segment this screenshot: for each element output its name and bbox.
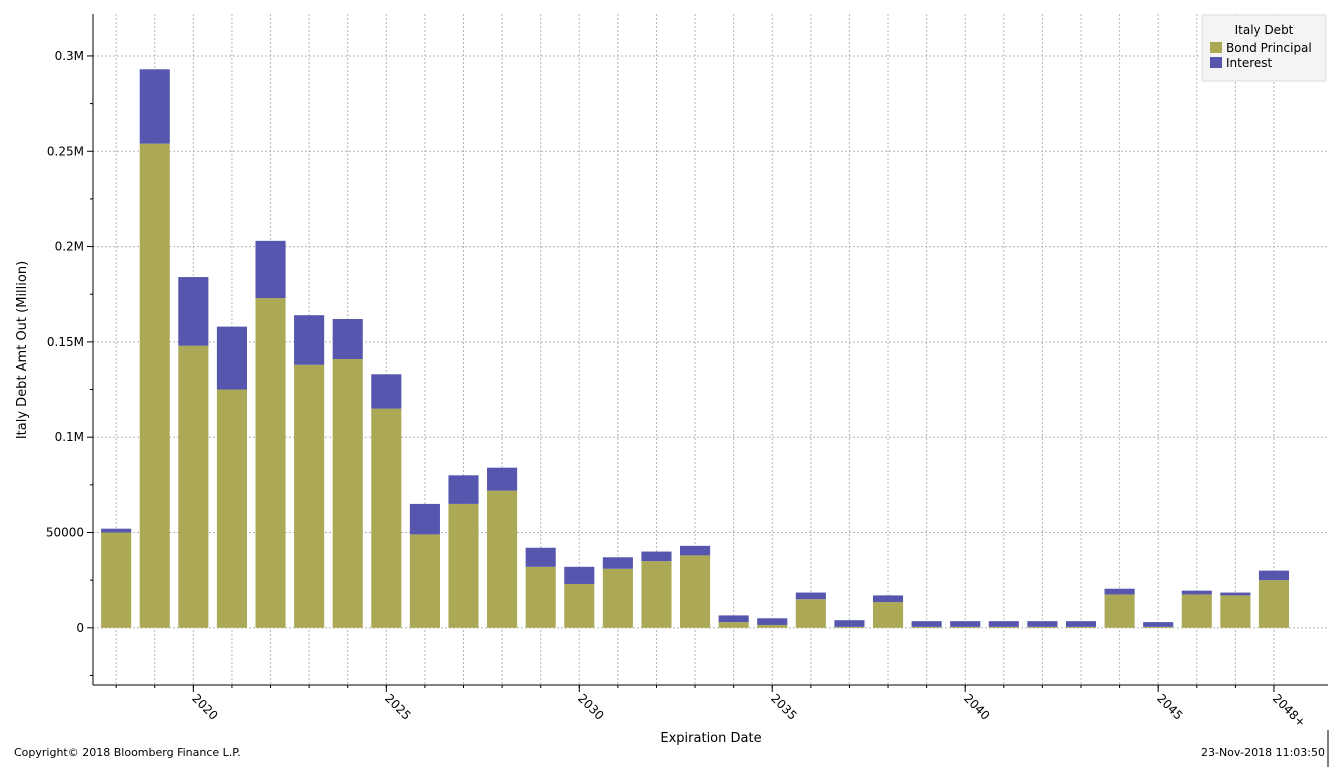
y-tick-label: 0 <box>76 621 84 635</box>
bar-bond-principal <box>950 626 981 628</box>
bar-bond-principal <box>448 503 479 628</box>
legend-title: Italy Debt <box>1235 23 1294 37</box>
bar-interest <box>757 618 788 625</box>
timestamp-text: 23-Nov-2018 11:03:50 <box>1200 746 1325 759</box>
y-axis-ticks: 0 50000 0.1M 0.15M 0.2M 0.25M 0.3M <box>46 49 93 676</box>
bars <box>101 69 1290 628</box>
bar-interest <box>178 277 209 346</box>
y-tick-label: 0.1M <box>55 430 84 444</box>
legend-entry: Interest <box>1226 56 1273 70</box>
bar-bond-principal <box>872 602 904 628</box>
bar-interest <box>487 467 518 491</box>
bar-bond-principal <box>294 364 325 628</box>
bar-bond-principal <box>680 555 711 628</box>
copyright-text: Copyright© 2018 Bloomberg Finance L.P. <box>14 746 241 759</box>
bar-interest <box>525 547 556 567</box>
bar-bond-principal <box>1258 580 1290 628</box>
legend-swatch <box>1210 57 1222 68</box>
bar-bond-principal <box>757 624 788 628</box>
bar-interest <box>332 319 363 360</box>
bar-interest <box>680 545 711 556</box>
bar-interest <box>101 528 132 533</box>
bar-interest <box>988 621 1019 627</box>
bar-interest <box>139 69 170 144</box>
bar-bond-principal <box>101 532 132 628</box>
bar-bond-principal <box>487 490 518 628</box>
x-tick-label: 2048+ <box>1270 691 1309 730</box>
bar-bond-principal <box>178 345 209 628</box>
y-tick-label: 0.3M <box>55 49 84 63</box>
bar-bond-principal <box>1065 626 1097 628</box>
x-tick-label: 2025 <box>382 691 413 722</box>
bar-bond-principal <box>988 626 1019 628</box>
bar-interest <box>950 621 981 627</box>
bar-interest <box>1220 592 1251 596</box>
bar-bond-principal <box>1220 595 1251 628</box>
bar-interest <box>602 557 633 569</box>
x-tick-label: 2040 <box>961 691 992 722</box>
bar-bond-principal <box>1027 626 1058 628</box>
bar-interest <box>834 620 865 627</box>
bar-bond-principal <box>641 561 672 628</box>
y-tick-label: 0.25M <box>47 144 84 158</box>
bar-bond-principal <box>564 583 595 628</box>
bar-bond-principal <box>139 143 170 628</box>
bar-bond-principal <box>216 389 247 628</box>
y-tick-label: 50000 <box>46 526 84 540</box>
bar-interest <box>448 475 479 504</box>
bar-interest <box>371 374 402 409</box>
bar-interest <box>294 315 325 365</box>
bar-bond-principal <box>1181 594 1212 628</box>
bar-interest <box>409 503 440 535</box>
bar-interest <box>255 240 286 299</box>
bar-bond-principal <box>332 359 363 628</box>
x-tick-label: 2035 <box>768 691 799 722</box>
bar-interest <box>564 566 595 584</box>
bar-bond-principal <box>1104 594 1135 628</box>
bar-bond-principal <box>602 568 633 628</box>
bar-interest <box>216 326 247 390</box>
bar-interest <box>1104 588 1135 595</box>
bar-bond-principal <box>834 626 865 628</box>
bar-bond-principal <box>911 626 942 628</box>
bar-interest <box>1027 621 1058 627</box>
bar-bond-principal <box>255 298 286 628</box>
bar-interest <box>1181 590 1212 595</box>
x-tick-label: 2020 <box>189 691 220 722</box>
bar-interest <box>718 615 749 623</box>
bar-interest <box>1258 570 1290 581</box>
y-tick-label: 0.15M <box>47 335 84 349</box>
bar-interest <box>872 595 904 603</box>
axes <box>92 14 1329 767</box>
bar-interest <box>911 621 942 627</box>
bar-interest <box>1065 621 1097 627</box>
bar-interest <box>1143 622 1174 627</box>
y-axis-title: Italy Debt Amt Out (Million) <box>15 261 30 439</box>
bar-interest <box>795 592 826 600</box>
x-tick-label: 2030 <box>575 691 606 722</box>
y-tick-label: 0.2M <box>55 240 84 254</box>
bar-bond-principal <box>1143 626 1174 628</box>
bar-bond-principal <box>718 622 749 628</box>
x-axis-ticks: 2020 2025 2030 2035 2040 2045 2048+ <box>115 685 1309 730</box>
legend-box <box>1201 14 1327 82</box>
bar-bond-principal <box>795 599 826 628</box>
bar-interest <box>641 551 672 562</box>
bar-bond-principal <box>525 566 556 628</box>
legend-swatch <box>1210 42 1222 53</box>
x-axis-title: Expiration Date <box>660 731 761 746</box>
bar-bond-principal <box>371 408 402 628</box>
bar-bond-principal <box>409 534 440 628</box>
legend-entry: Bond Principal <box>1226 41 1312 55</box>
x-tick-label: 2045 <box>1154 691 1185 722</box>
